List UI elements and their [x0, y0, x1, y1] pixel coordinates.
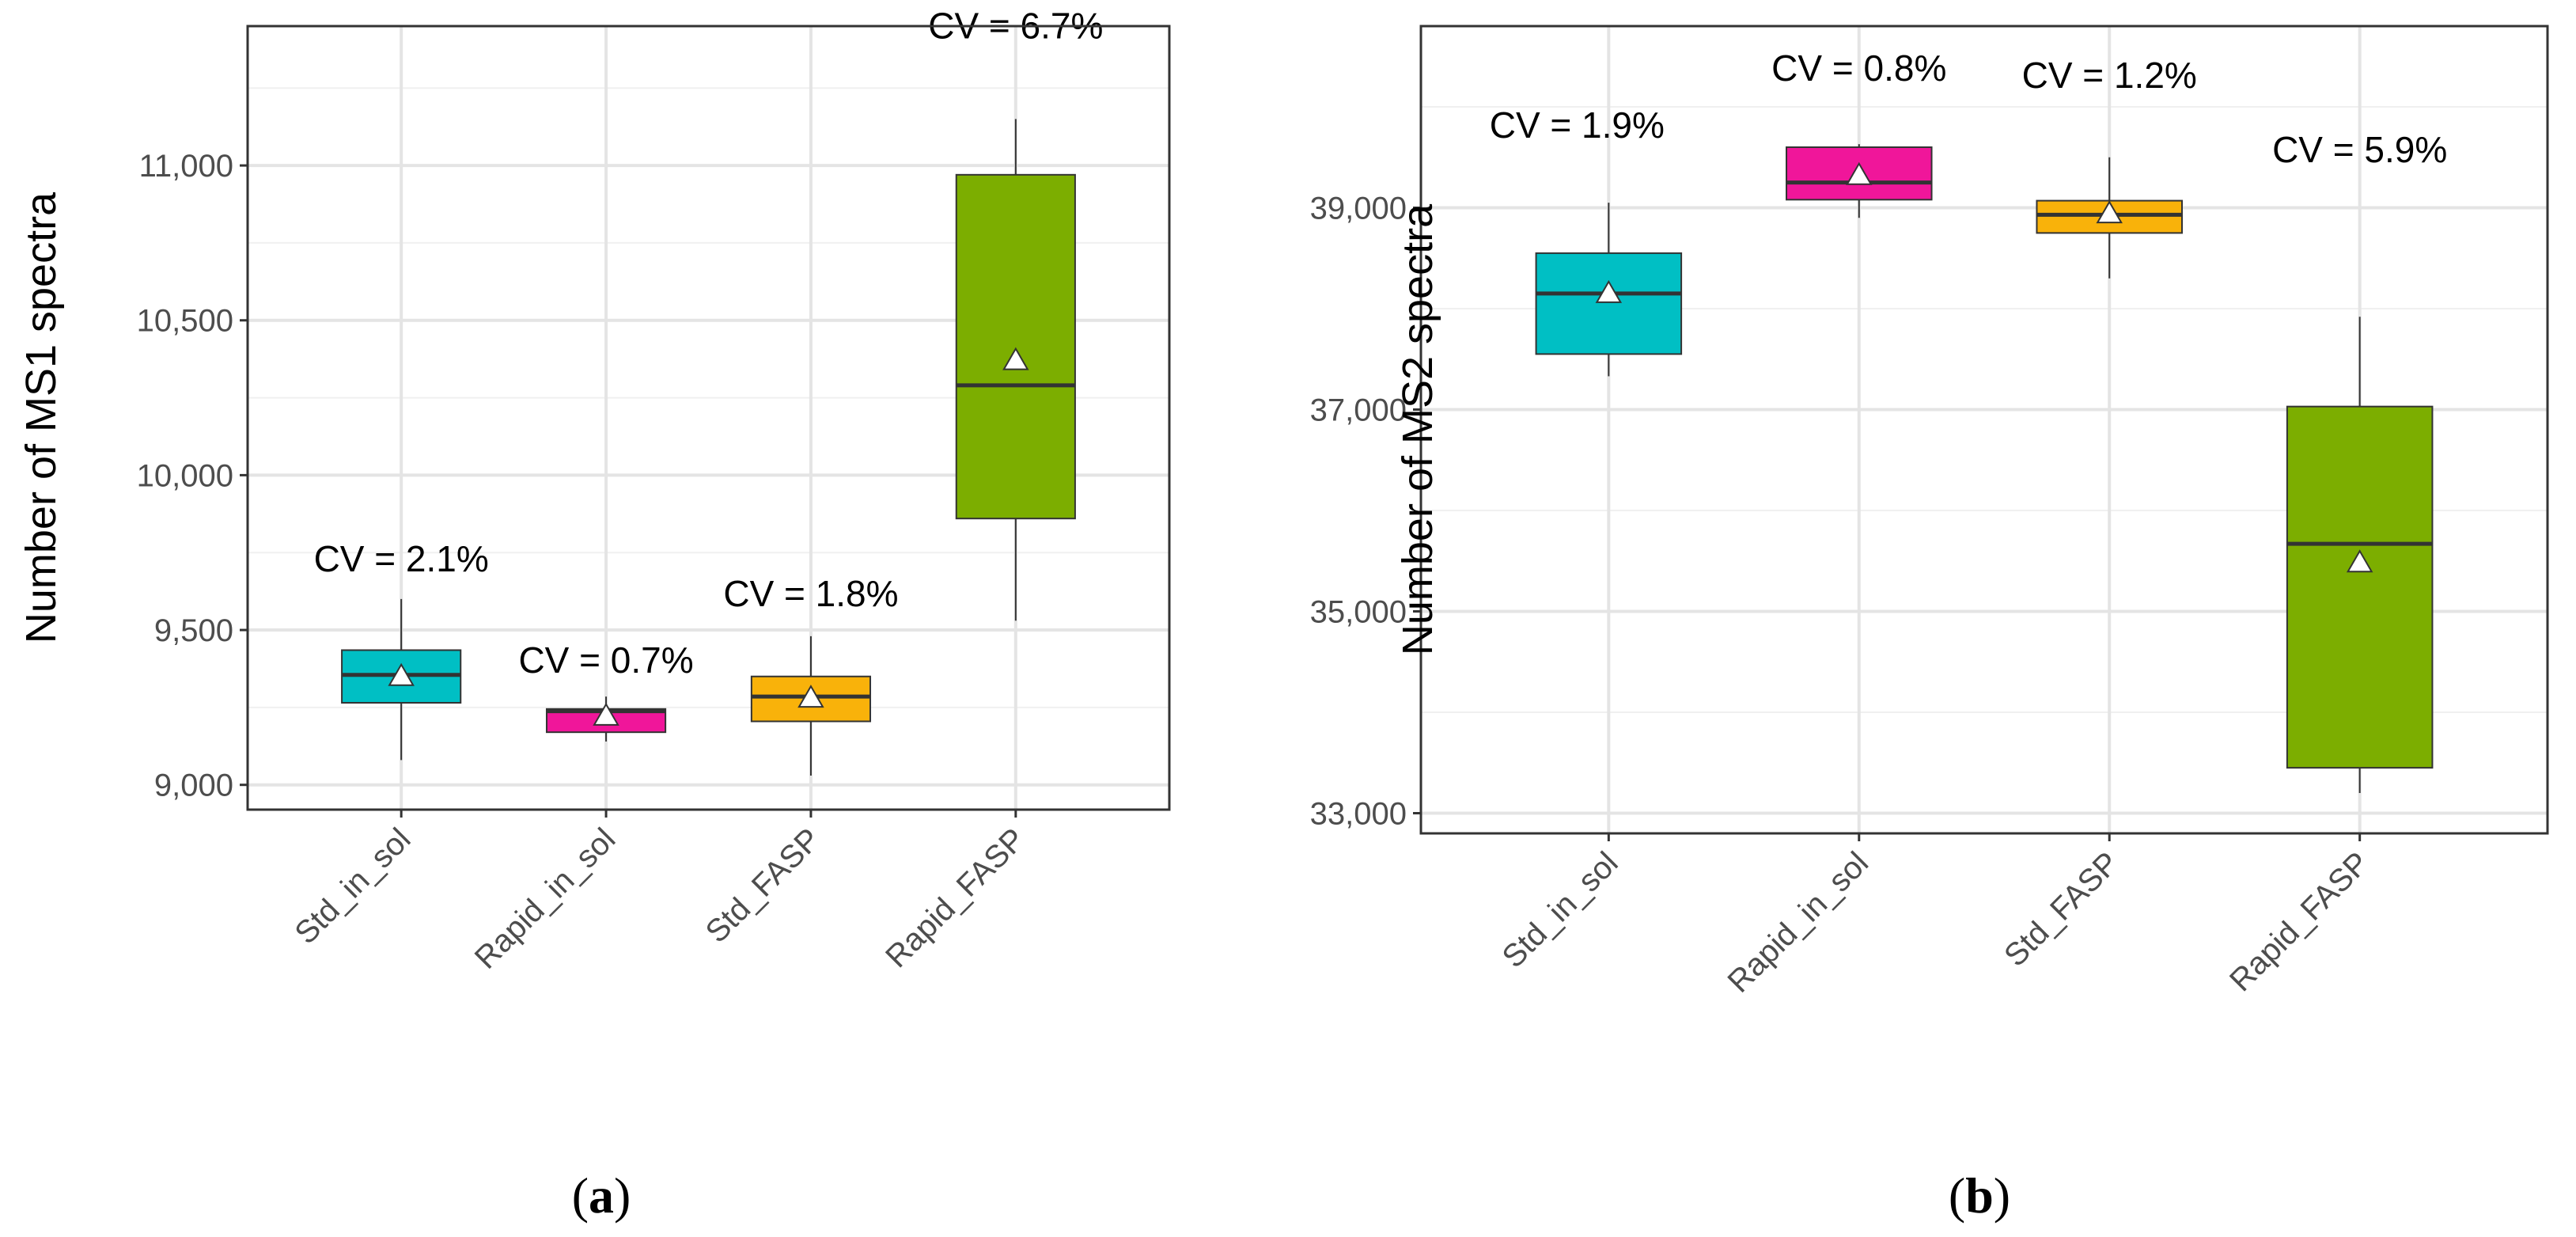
y-axis-title: Number of MS1 spectra [17, 192, 65, 643]
box-Std_in_sol [1535, 252, 1683, 355]
cv-label: CV = 1.2% [2022, 55, 2197, 96]
cv-label: CV = 1.8% [723, 573, 898, 614]
mean-marker [1595, 279, 1623, 303]
y-tick-label: 10,000 [137, 458, 233, 493]
y-tick-label: 9,500 [154, 613, 233, 648]
y-tick-label: 33,000 [1310, 797, 1407, 832]
panel-b-label: (b) [1949, 1167, 2010, 1224]
x-tick-label: Rapid_FASP [2223, 845, 2376, 998]
box-Rapid_FASP [955, 173, 1076, 520]
y-tick-label: 11,000 [139, 149, 233, 184]
box-Std_FASP [750, 675, 872, 723]
x-tick-label: Rapid_in_sol [1721, 845, 1875, 1000]
plot-border [246, 25, 1171, 811]
x-tick-label: Rapid_in_sol [468, 822, 623, 976]
y-tick-label: 39,000 [1310, 192, 1407, 226]
plot-border [1419, 25, 2549, 835]
x-tick-label: Std_in_sol [1495, 845, 1624, 974]
mean-marker [2346, 549, 2373, 573]
cv-label: CV = 5.9% [2272, 129, 2447, 170]
mean-marker [1846, 161, 1873, 185]
x-tick-label: Std_in_sol [288, 822, 417, 951]
mean-marker [797, 685, 824, 708]
cv-label: CV = 0.8% [1771, 47, 1946, 89]
x-tick-label: Rapid_FASP [879, 822, 1032, 974]
y-axis-title: Number of MS2 spectra [1394, 203, 1441, 655]
y-tick-label: 37,000 [1310, 393, 1407, 428]
x-tick-label: Std_FASP [699, 822, 828, 950]
x-tick-label: Std_FASP [1998, 845, 2126, 973]
panel-b-chart: 33,000 35,000 37,000 39,000 CV = 1.9% CV = 0.… [1310, 25, 2549, 1000]
mean-marker [593, 702, 619, 726]
y-tick-label: 9,000 [154, 768, 233, 803]
mean-marker [1002, 347, 1029, 370]
box-Rapid_FASP [2286, 405, 2434, 769]
y-tick-label: 35,000 [1310, 595, 1407, 630]
cv-label: CV = 2.1% [314, 538, 489, 579]
panel-a-label: (a) [572, 1167, 631, 1224]
y-tick-label: 10,500 [137, 304, 233, 339]
cv-label: CV = 0.7% [518, 639, 693, 681]
mean-marker [388, 662, 415, 686]
cv-label: CV = 1.9% [1490, 104, 1665, 146]
panel-a-chart: 9,000 9,500 10,000 10,500 11,000 CV = 2.1% CV … [17, 5, 1171, 976]
mean-marker [2096, 200, 2123, 224]
